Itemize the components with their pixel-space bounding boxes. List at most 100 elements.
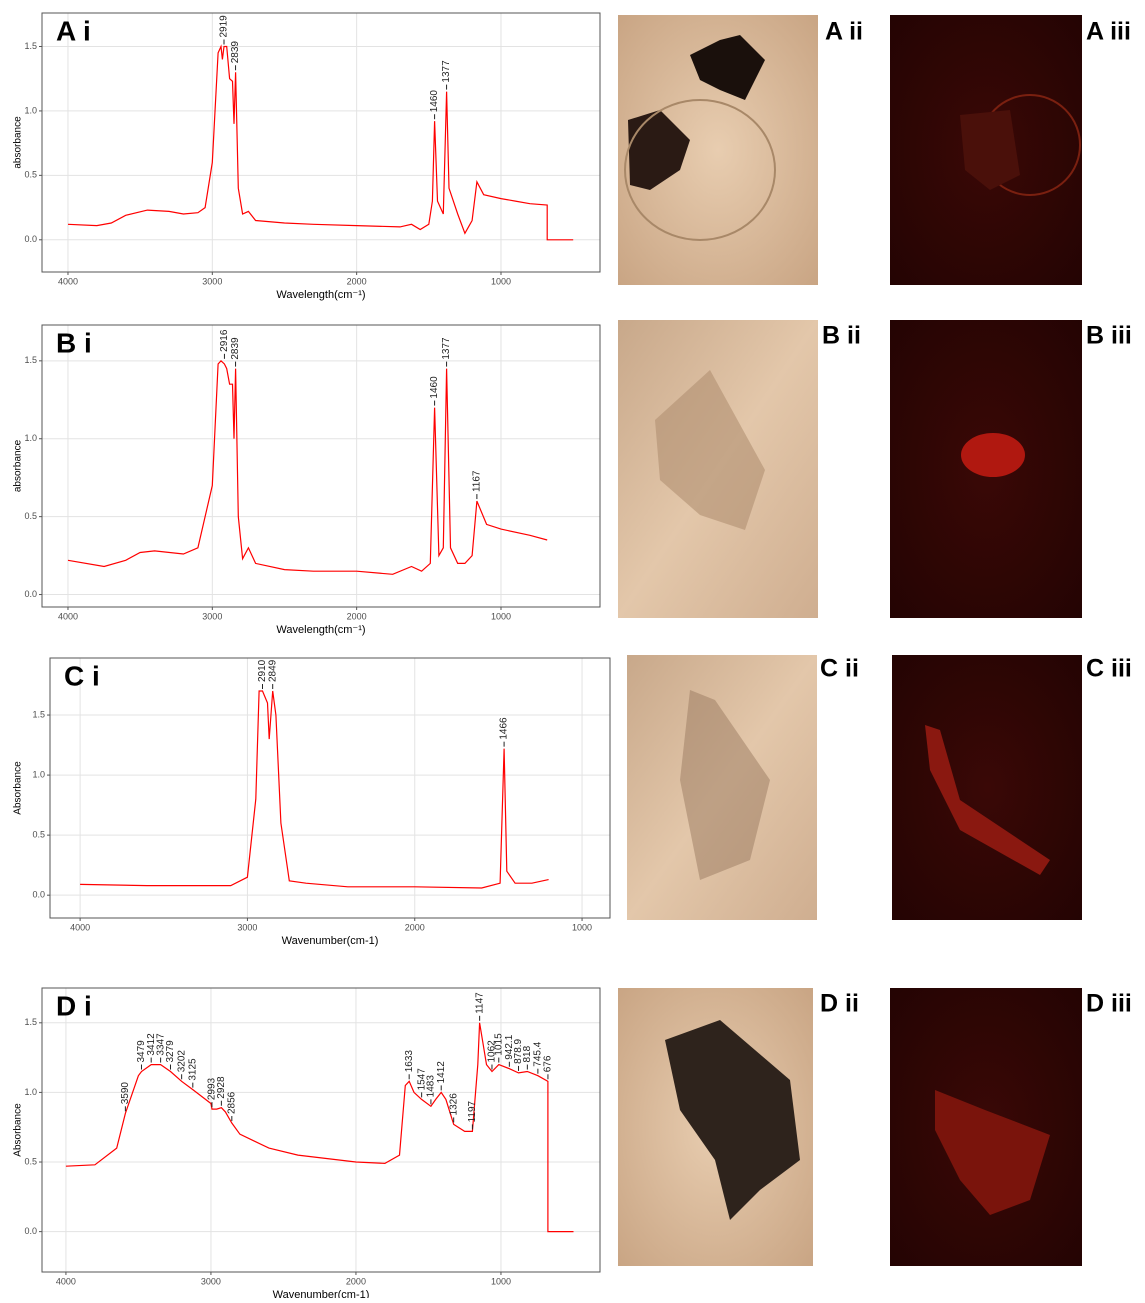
peak-label: 2839 [230,337,241,360]
fragment [961,433,1025,477]
x-tick-label: 4000 [70,922,90,932]
peak-label: 2856 [226,1091,237,1114]
peak-label: 1460 [429,376,440,399]
y-tick-label: 1.0 [24,1087,37,1097]
plot-area [50,658,610,918]
y-tick-label: 1.0 [24,105,37,115]
peak-label: 3347 [155,1033,166,1056]
peak-label: 2849 [267,659,278,682]
plot-border [41,12,601,273]
x-tick-label: 4000 [56,1276,76,1286]
ring [624,99,776,241]
y-tick-label: 1.5 [32,709,45,719]
x-tick-label: 3000 [202,611,222,621]
panel-label: C i [64,660,100,691]
panel-label: A i [56,15,91,46]
spectrum-chart: 0.0 0.5 1.0 1.5 4000 3000 2000 1000 2916 2839 1460… [13,324,601,636]
x-tick-label: 2000 [347,611,367,621]
peak-label: 676 [543,1055,554,1072]
fragment [960,110,1020,190]
peak-label: 1466 [499,717,510,740]
peak-label: 1062 [487,1040,498,1063]
image-label: C iii [1086,655,1132,683]
peak-label: 1197 [467,1100,478,1122]
y-tick-label: 0.0 [24,1226,37,1236]
spectrum-chart: 0.0 0.5 1.0 1.5 4000 3000 2000 1000 3590 34793412… [13,987,601,1301]
y-tick-label: 1.5 [24,1017,37,1027]
y-tick-label: 0.0 [24,589,37,599]
spectrum-line [65,1022,574,1233]
image-label: B iii [1086,322,1132,350]
fragment [925,725,1050,875]
peak-label: 3279 [165,1040,176,1063]
x-tick-label: 2000 [347,276,367,286]
peak-label: 2919 [219,15,230,38]
peak-label: 3412 [146,1033,157,1056]
y-tick-label: 1.0 [24,433,37,443]
plot-border [41,987,601,1273]
peak-label: 745.4 [533,1041,544,1066]
y-tick-label: 0.5 [32,830,45,840]
y-tick-label: 0.0 [24,234,37,244]
y-tick-label: 0.0 [32,890,45,900]
peak-label: 1147 [474,992,485,1014]
fragment [655,370,765,530]
peak-label: 1377 [441,60,452,83]
peak-label: 1483 [426,1075,437,1098]
peak-label: 1015 [493,1033,504,1056]
x-tick-label: 3000 [237,922,257,932]
plot-area [42,325,600,607]
peak-label: 3590 [120,1082,131,1105]
peak-label: 878.9 [513,1038,524,1063]
image-label: D ii [820,990,859,1018]
x-tick-label: 3000 [201,1276,221,1286]
y-tick-label: 1.5 [24,355,37,365]
peak-label: 1377 [441,337,452,360]
x-tick-label: 2000 [346,1276,366,1286]
image-label: A ii [825,18,863,46]
spectrum-line [80,690,549,889]
plot-area [42,988,600,1272]
image-label: B ii [822,322,861,350]
x-tick-label: 4000 [58,611,78,621]
peak-label: 1167 [472,470,483,492]
plot-border [41,324,601,608]
spectrum-line [67,44,574,241]
y-axis-label: absorbance [13,116,24,169]
panel-label: B i [56,327,92,358]
x-tick-label: 1000 [491,611,511,621]
blob [628,110,690,190]
peak-label: 1412 [436,1061,447,1084]
peak-label: 1460 [429,90,440,113]
x-tick-label: 4000 [58,276,78,286]
image-label: A iii [1086,18,1131,46]
y-axis-label: Absorbance [13,761,24,815]
peak-label: 2993 [207,1077,218,1100]
y-tick-label: 0.5 [24,1156,37,1166]
organism [935,1090,1050,1215]
peak-label: 1633 [404,1050,415,1073]
y-axis-label: Absorbance [13,1103,24,1157]
y-axis-label: absorbance [13,439,24,492]
peak-label: 2916 [219,329,230,352]
peak-label: 942.1 [504,1034,515,1059]
x-axis-label: Wavenumber(cm-1) [273,1289,370,1298]
peak-label: 3202 [176,1050,187,1073]
image-label: C ii [820,655,859,683]
peak-label: 3125 [187,1058,198,1081]
x-tick-label: 2000 [405,922,425,932]
blob [690,35,765,100]
organism [665,1020,800,1220]
spectrum-line [67,359,548,575]
peak-label: 1547 [416,1068,427,1091]
image-c-iii [892,655,1082,920]
y-tick-label: 1.0 [32,769,45,779]
panel-label: D i [56,990,92,1021]
x-tick-label: 1000 [572,922,592,932]
peak-label: 1326 [448,1093,459,1116]
peak-label: 2928 [216,1076,227,1099]
x-axis-label: Wavelength(cm⁻¹) [276,624,365,636]
peak-label: 3479 [136,1040,147,1063]
x-tick-label: 1000 [491,1276,511,1286]
plot-border [49,657,611,919]
